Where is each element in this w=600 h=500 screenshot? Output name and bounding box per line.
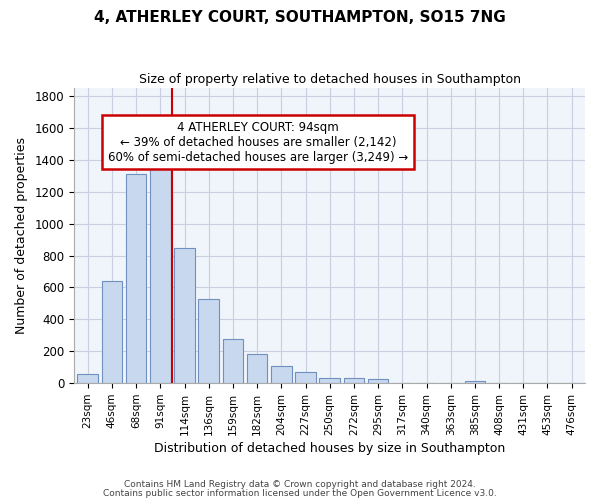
Bar	[101, 281, 122, 383]
Bar	[319, 378, 340, 383]
X-axis label: Distribution of detached houses by size in Southampton: Distribution of detached houses by size …	[154, 442, 505, 455]
Bar	[223, 338, 243, 383]
Bar	[344, 378, 364, 383]
Bar	[295, 372, 316, 383]
Title: Size of property relative to detached houses in Southampton: Size of property relative to detached ho…	[139, 72, 521, 86]
Text: Contains public sector information licensed under the Open Government Licence v3: Contains public sector information licen…	[103, 489, 497, 498]
Text: Contains HM Land Registry data © Crown copyright and database right 2024.: Contains HM Land Registry data © Crown c…	[124, 480, 476, 489]
Bar	[247, 354, 268, 383]
Text: 4, ATHERLEY COURT, SOUTHAMPTON, SO15 7NG: 4, ATHERLEY COURT, SOUTHAMPTON, SO15 7NG	[94, 10, 506, 25]
Y-axis label: Number of detached properties: Number of detached properties	[15, 137, 28, 334]
Bar	[150, 163, 170, 383]
Bar	[77, 374, 98, 383]
Bar	[126, 174, 146, 383]
Bar	[174, 248, 195, 383]
Bar	[368, 379, 388, 383]
Bar	[199, 298, 219, 383]
Bar	[271, 366, 292, 383]
Text: 4 ATHERLEY COURT: 94sqm
← 39% of detached houses are smaller (2,142)
60% of semi: 4 ATHERLEY COURT: 94sqm ← 39% of detache…	[108, 120, 409, 164]
Bar	[464, 381, 485, 383]
